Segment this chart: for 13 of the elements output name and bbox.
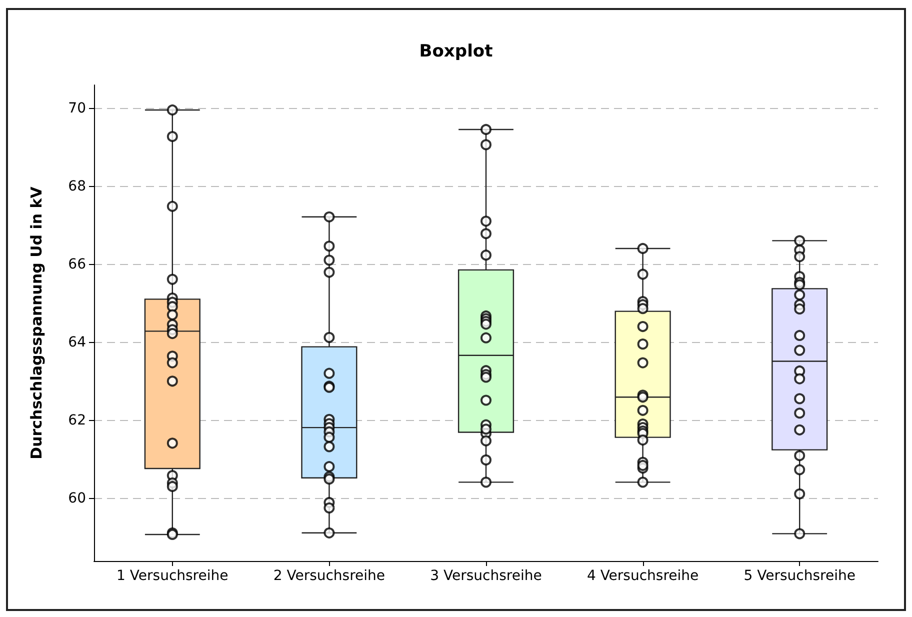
x-tick-label: 5 Versuchsreihe [744,568,856,584]
y-tick-label: 60 [68,490,86,507]
x-tick-label: 1 Versuchsreihe [116,568,228,584]
y-tick-label: 68 [68,178,86,194]
y-tick-label: 66 [68,256,86,272]
x-tick-label: 3 Versuchsreihe [430,568,542,584]
y-axis-title: Durchschlagsspannung Ud in kV [28,186,46,460]
x-tick-label: 2 Versuchsreihe [273,568,386,584]
chart-title: Boxplot [419,42,493,62]
x-tick-label: 4 Versuchsreihe [586,568,699,584]
y-tick-label: 62 [68,412,86,429]
y-tick-label: 64 [68,334,86,351]
y-tick-label: 70 [68,100,86,116]
